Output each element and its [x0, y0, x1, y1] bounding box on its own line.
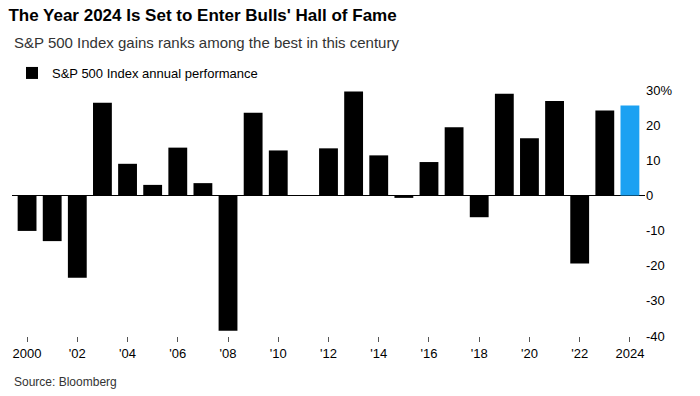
svg-text:0: 0 [646, 188, 653, 203]
svg-text:20: 20 [646, 118, 660, 133]
svg-text:'04: '04 [119, 346, 136, 361]
svg-text:-20: -20 [646, 258, 665, 273]
svg-text:'18: '18 [471, 346, 488, 361]
svg-text:'08: '08 [220, 346, 237, 361]
svg-text:-40: -40 [646, 329, 665, 344]
svg-text:-30: -30 [646, 293, 665, 308]
svg-text:'06: '06 [169, 346, 186, 361]
svg-text:10: 10 [646, 153, 660, 168]
svg-text:'10: '10 [270, 346, 287, 361]
svg-text:'20: '20 [521, 346, 538, 361]
svg-text:'14: '14 [370, 346, 387, 361]
svg-text:'12: '12 [320, 346, 337, 361]
svg-text:2024: 2024 [615, 346, 644, 361]
svg-text:2000: 2000 [13, 346, 42, 361]
svg-text:The Year 2024 Is Set to Enter: The Year 2024 Is Set to Enter Bulls' Hal… [8, 6, 396, 25]
svg-text:S&P 500 Index gains ranks amon: S&P 500 Index gains ranks among the best… [14, 34, 399, 51]
svg-text:'22: '22 [571, 346, 588, 361]
svg-text:S&P 500 Index annual performan: S&P 500 Index annual performance [52, 66, 258, 81]
svg-text:30%: 30% [646, 83, 672, 98]
svg-text:-10: -10 [646, 223, 665, 238]
svg-text:'02: '02 [69, 346, 86, 361]
svg-text:'16: '16 [421, 346, 438, 361]
svg-text:Source: Bloomberg: Source: Bloomberg [14, 375, 117, 389]
